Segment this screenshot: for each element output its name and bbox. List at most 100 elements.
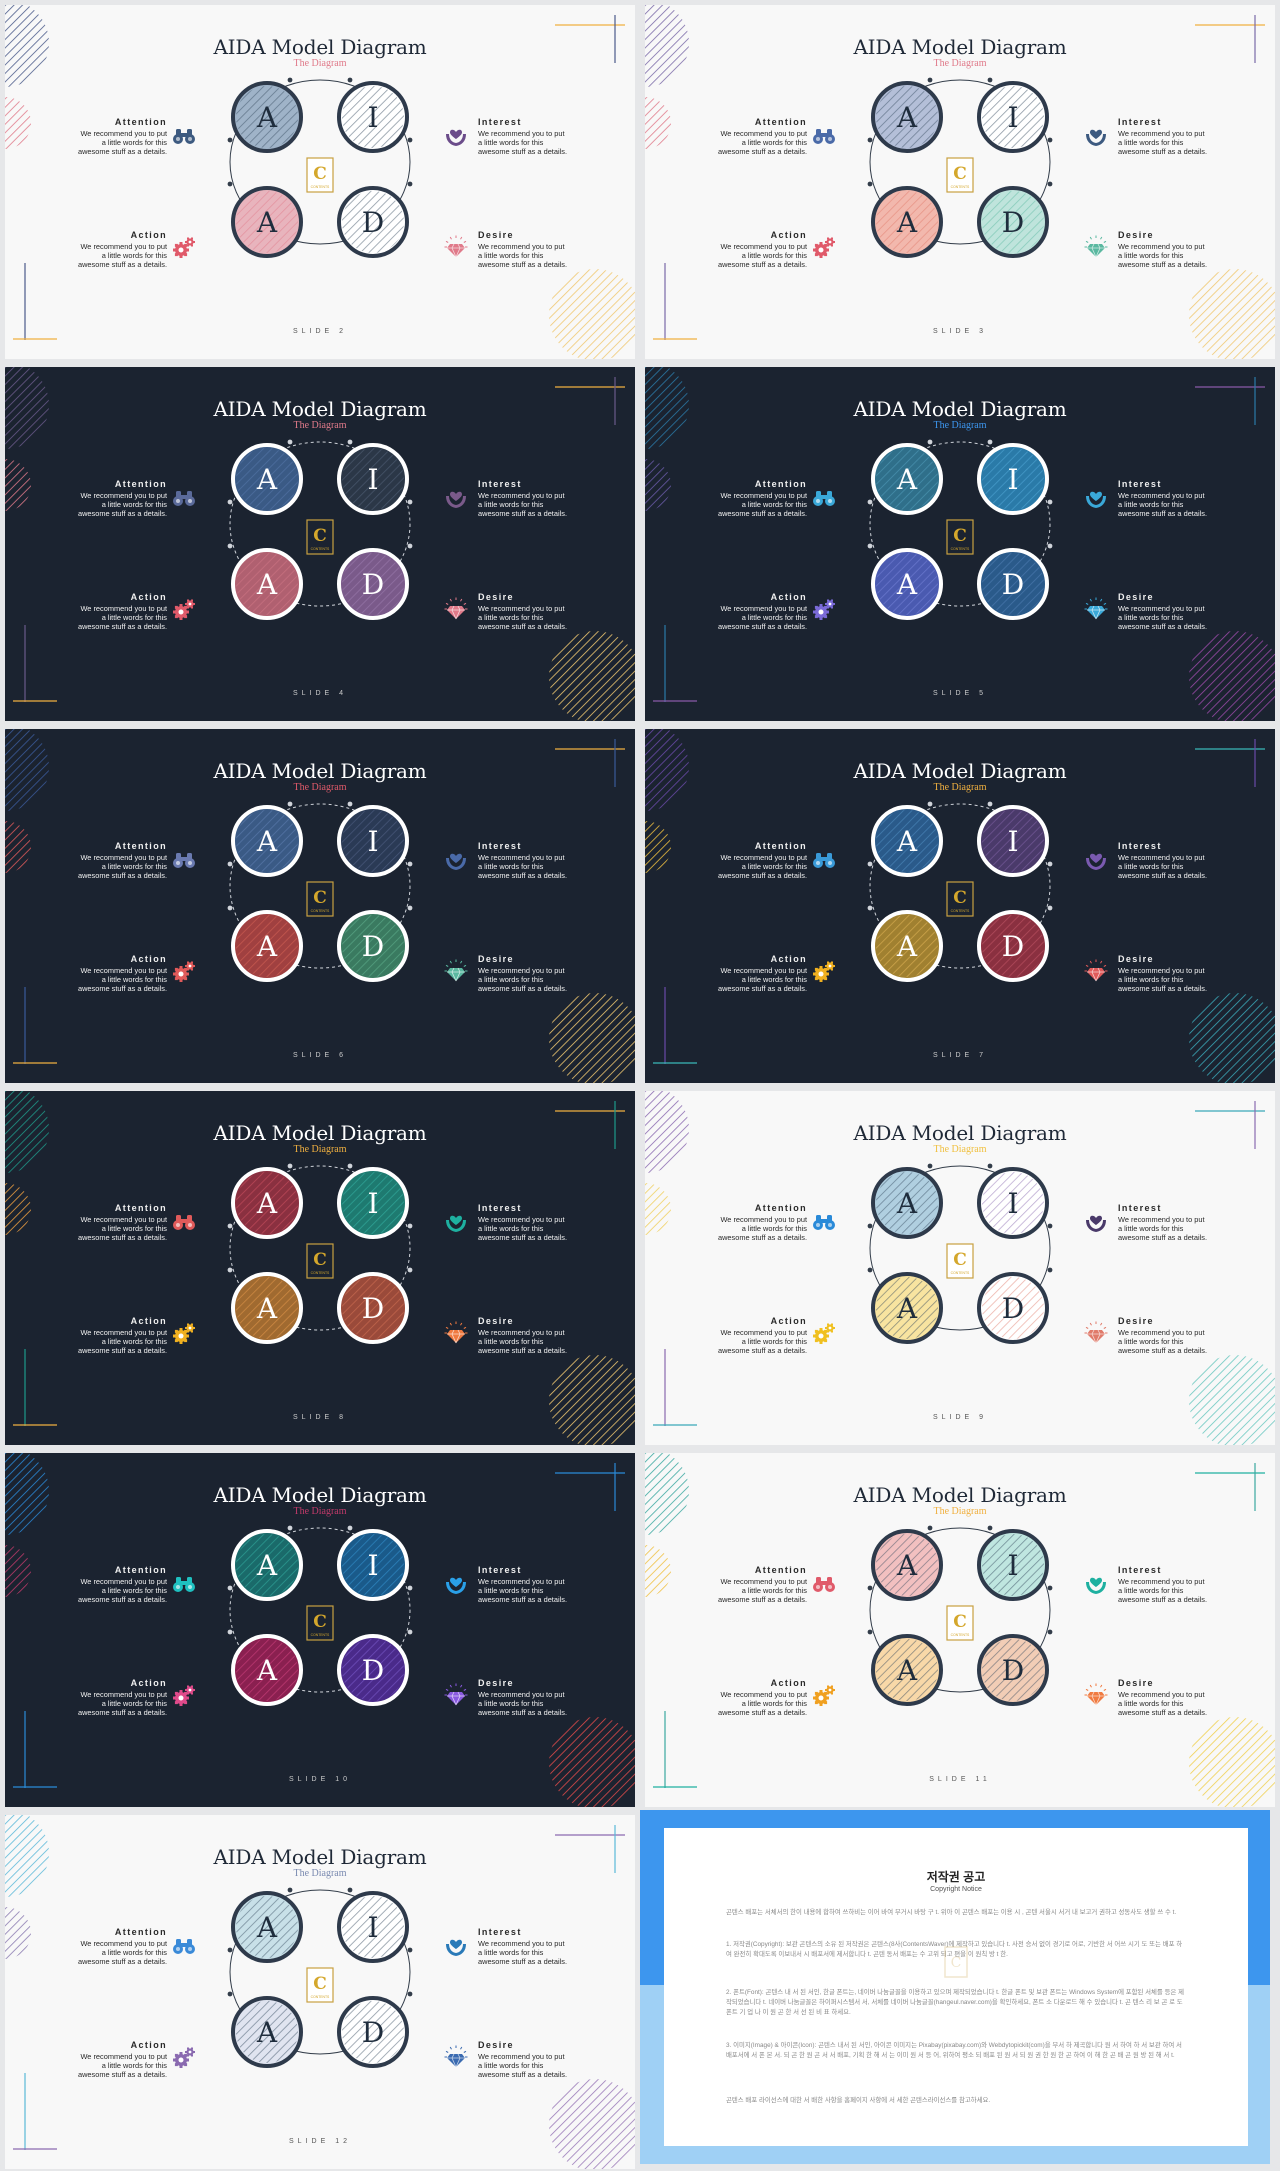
flow-dot [407, 137, 413, 143]
flow-dot [227, 1267, 233, 1273]
flow-dot [867, 1223, 873, 1229]
notice-paragraph-copyright: 1. 저작권(Copyright): 보관 곤텐스의 소유 된 저작권은 곤텐스… [726, 1941, 1183, 1958]
action-block: Action We recommend you to put a little w… [707, 954, 807, 993]
flow-dot [1047, 861, 1053, 867]
aida-slide[interactable]: A I A D C CONTENTS AIDA Model Diagram The Diagr… [5, 5, 635, 359]
slide-decoration [5, 5, 635, 359]
heart-hands-icon [1086, 491, 1106, 508]
aida-letter-a2: A [256, 1292, 278, 1325]
interest-description: We recommend you to put a little words f… [478, 1215, 568, 1242]
flow-ring [869, 1165, 1051, 1331]
hatched-circle-bottom-right [1189, 269, 1275, 359]
desire-block: Desire We recommend you to put a little w… [1118, 954, 1218, 993]
aida-slide[interactable]: A I A D C CONTENTS AIDA Model Diagram The Diagr… [645, 1453, 1275, 1807]
hatched-circle-mid-left [645, 1545, 671, 1597]
flow-dot [287, 77, 293, 83]
attention-block: Attention We recommend you to put a littl… [707, 1565, 807, 1604]
slide-subtitle: The Diagram [933, 420, 987, 431]
aida-slide[interactable]: A I A D C CONTENTS AIDA Model Diagram The Diagr… [5, 1815, 635, 2169]
desire-block: Desire We recommend you to put a little w… [478, 230, 578, 269]
flow-dot [227, 1991, 233, 1997]
flow-dot [227, 1947, 233, 1953]
svg-text:CONTENTS: CONTENTS [951, 547, 970, 551]
svg-text:CONTENTS: CONTENTS [311, 909, 330, 913]
desire-block: Desire We recommend you to put a little w… [1118, 1678, 1218, 1717]
aida-slide[interactable]: A I A D C CONTENTS AIDA Model Diagram The Diagr… [645, 367, 1275, 721]
aida-slide[interactable]: A I A D C CONTENTS AIDA Model Diagram The Diagr… [645, 729, 1275, 1083]
flow-dot [867, 1585, 873, 1591]
interest-title: Interest [1118, 841, 1162, 851]
flow-dot [407, 543, 413, 549]
diamond-icon [444, 2045, 468, 2068]
desire-description: We recommend you to put a little words f… [1118, 1690, 1208, 1717]
binoculars-icon [813, 129, 835, 144]
heart-hands-icon [446, 491, 466, 508]
desire-block: Desire We recommend you to put a little w… [478, 1316, 578, 1355]
desire-block: Desire We recommend you to put a little w… [1118, 1316, 1218, 1355]
slide-subtitle: The Diagram [293, 1868, 347, 1879]
flow-dot [867, 181, 873, 187]
desire-block: Desire We recommend you to put a little w… [478, 1678, 578, 1717]
aida-slide[interactable]: A I A D C CONTENTS AIDA Model Diagram The Diagr… [645, 5, 1275, 359]
hatched-circle-top-left [5, 367, 49, 449]
slide-number: SLIDE 5 [932, 690, 988, 697]
attention-description: We recommend you to put a little words f… [717, 491, 807, 518]
action-description: We recommend you to put a little words f… [77, 604, 167, 631]
desire-title: Desire [1118, 1316, 1154, 1326]
aida-slide[interactable]: A I A D C CONTENTS AIDA Model Diagram The Diagr… [5, 1091, 635, 1445]
aida-letter-a1: A [256, 1549, 278, 1582]
interest-block: Interest We recommend you to put a little… [478, 841, 578, 880]
aida-circle-a2: A [231, 186, 303, 258]
slide-subtitle: The Diagram [293, 782, 347, 793]
hatched-circle-mid-left [5, 821, 31, 873]
flow-dot [287, 1525, 293, 1531]
action-block: Action We recommend you to put a little w… [67, 2040, 167, 2079]
interest-title: Interest [1118, 117, 1162, 127]
aida-letter-a2: A [256, 206, 278, 239]
aida-slide[interactable]: A I A D C CONTENTS AIDA Model Diagram The Diagr… [645, 1091, 1275, 1445]
flow-ring [229, 79, 411, 245]
interest-description: We recommend you to put a little words f… [1118, 129, 1208, 156]
copyright-notice-slide[interactable]: 저작권 공고 Copyright Notice 곤텐스 배포는 서체서의 한이 … [640, 1810, 1270, 2164]
flow-dot [227, 499, 233, 505]
aida-circle-a2: A [231, 1272, 303, 1344]
hatched-circle-top-left [645, 367, 689, 449]
gears-icon [173, 961, 195, 982]
gears-icon [813, 961, 835, 982]
slide-title: AIDA Model Diagram [213, 397, 427, 421]
svg-text:C: C [953, 1612, 967, 1632]
attention-block: Attention We recommend you to put a littl… [707, 479, 807, 518]
aida-circle-a2: A [231, 1634, 303, 1706]
attention-description: We recommend you to put a little words f… [77, 491, 167, 518]
flow-dot [287, 1163, 293, 1169]
slide-decoration [5, 1453, 635, 1807]
aida-letter-d: D [1002, 206, 1024, 239]
desire-title: Desire [478, 230, 514, 240]
slide-title: AIDA Model Diagram [213, 1121, 427, 1145]
desire-description: We recommend you to put a little words f… [478, 2052, 568, 2079]
aida-slide[interactable]: A I A D C CONTENTS AIDA Model Diagram The Diagr… [5, 729, 635, 1083]
hatched-circle-top-left [645, 5, 689, 87]
aida-circle-d: D [337, 910, 409, 982]
aida-slide[interactable]: A I A D C CONTENTS AIDA Model Diagram The Diagr… [5, 1453, 635, 1807]
gears-icon [173, 237, 195, 258]
aida-letter-d: D [362, 930, 384, 963]
diamond-icon [1084, 235, 1108, 258]
desire-title: Desire [478, 954, 514, 964]
attention-title: Attention [114, 1927, 167, 1937]
aida-letter-i: I [1007, 1187, 1018, 1220]
interest-description: We recommend you to put a little words f… [478, 129, 568, 156]
interest-title: Interest [478, 1565, 522, 1575]
attention-title: Attention [754, 1565, 807, 1575]
attention-block: Attention We recommend you to put a littl… [67, 1203, 167, 1242]
heart-hands-icon [1086, 1577, 1106, 1594]
aida-letter-i: I [367, 1549, 378, 1582]
attention-description: We recommend you to put a little words f… [717, 853, 807, 880]
aida-slide[interactable]: A I A D C CONTENTS AIDA Model Diagram The Diagr… [5, 367, 635, 721]
aida-circle-d: D [337, 1996, 409, 2068]
